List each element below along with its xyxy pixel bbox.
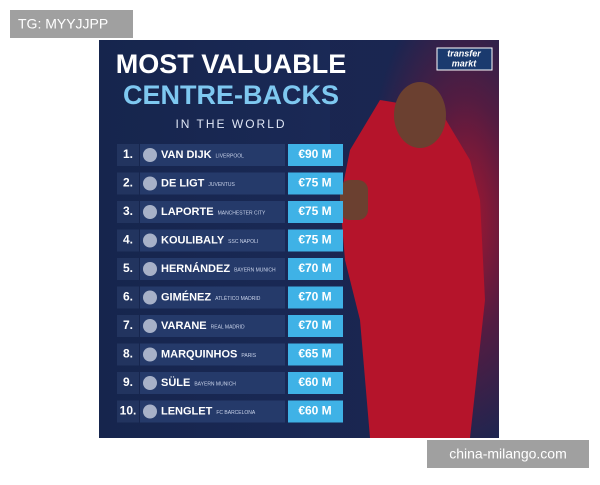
name-cell xyxy=(140,172,285,195)
rank-cell xyxy=(117,258,139,280)
rank-cell xyxy=(117,201,139,223)
rank: 9. xyxy=(123,375,133,389)
rank: 10. xyxy=(120,404,137,418)
rank: 7. xyxy=(123,318,133,332)
title: MOST VALUABLE xyxy=(116,49,347,79)
market-value: €75 M xyxy=(298,176,331,190)
rank-cell xyxy=(117,400,139,423)
rank-cell xyxy=(117,172,139,195)
market-value: €75 M xyxy=(298,233,331,247)
rank-cell xyxy=(117,343,139,366)
watermark: china-milango.com xyxy=(449,446,567,462)
rank-cell xyxy=(117,372,139,394)
value-cell xyxy=(288,400,343,423)
club-crest xyxy=(143,319,157,333)
name-cell xyxy=(140,286,285,309)
title: CENTRE-BACKS xyxy=(123,80,339,110)
club: MANCHESTER CITY xyxy=(218,210,266,216)
club-crest xyxy=(143,347,157,362)
player-fist xyxy=(340,180,368,220)
name-cell xyxy=(140,400,285,423)
watermark: TG: MYYJJPP xyxy=(18,16,108,32)
player-name: KOULIBALY xyxy=(161,234,225,246)
rank: 5. xyxy=(123,261,133,275)
value-cell xyxy=(288,144,343,166)
club-crest xyxy=(143,176,157,191)
value-cell xyxy=(288,229,343,252)
value-cell xyxy=(288,286,343,309)
name-cell xyxy=(140,144,285,166)
name-cell xyxy=(140,229,285,252)
value-cell xyxy=(288,372,343,394)
market-value: €65 M xyxy=(298,347,331,361)
infographic: MOST VALUABLE CENTRE-BACKS IN THE WORLD … xyxy=(99,40,499,438)
club-crest xyxy=(143,404,157,419)
market-value: €60 M xyxy=(298,404,331,418)
rank-cell xyxy=(117,144,139,166)
value-cell xyxy=(288,201,343,223)
market-value: €90 M xyxy=(298,147,331,161)
market-value: €70 M xyxy=(298,318,331,332)
player-head xyxy=(394,82,446,148)
player-name: LENGLET xyxy=(161,405,213,417)
watermark-box xyxy=(10,10,133,38)
player-name: MARQUINHOS xyxy=(161,348,237,360)
market-value: €70 M xyxy=(298,290,331,304)
market-value: €75 M xyxy=(298,204,331,218)
club-crest xyxy=(143,376,157,390)
rank: 2. xyxy=(123,176,133,190)
player-name: DE LIGT xyxy=(161,177,205,189)
rank: 3. xyxy=(123,204,133,218)
name-cell xyxy=(140,201,285,223)
value-cell xyxy=(288,343,343,366)
club: PARIS xyxy=(241,353,256,359)
name-cell xyxy=(140,372,285,394)
logo xyxy=(436,47,493,71)
club: FC BARCELONA xyxy=(216,410,256,416)
club-crest xyxy=(143,148,157,162)
player-name: GIMÉNEZ xyxy=(161,290,211,303)
player-name: HERNÁNDEZ xyxy=(161,262,230,275)
rank-cell xyxy=(117,315,139,337)
market-value: €70 M xyxy=(298,261,331,275)
club: JUVENTUS xyxy=(208,182,235,188)
club: BAYERN MUNICH xyxy=(194,381,236,387)
value-cell xyxy=(288,258,343,280)
club-crest xyxy=(143,262,157,276)
club: REAL MADRID xyxy=(211,324,245,330)
club: BAYERN MUNICH xyxy=(234,267,276,273)
club-crest xyxy=(143,205,157,219)
watermark-box xyxy=(427,440,589,468)
club: LIVERPOOL xyxy=(216,153,245,159)
value-cell xyxy=(288,172,343,195)
club: ATLÉTICO MADRID xyxy=(215,295,261,302)
rank: 8. xyxy=(123,347,133,361)
rank: 4. xyxy=(123,233,133,247)
club-crest xyxy=(143,233,157,248)
rank: 6. xyxy=(123,290,133,304)
player-shirt xyxy=(340,100,485,438)
club: SSC NAPOLI xyxy=(228,239,258,245)
player-name: VAN DIJK xyxy=(161,149,212,161)
logo-text: markt xyxy=(452,58,478,68)
rank-cell xyxy=(117,229,139,252)
rank-cell xyxy=(117,286,139,309)
value-cell xyxy=(288,315,343,337)
name-cell xyxy=(140,258,285,280)
rank: 1. xyxy=(123,147,133,161)
subtitle: IN THE WORLD xyxy=(175,117,286,131)
player-name: LAPORTE xyxy=(161,206,214,218)
logo-text: transfer xyxy=(447,48,481,58)
name-cell xyxy=(140,315,285,337)
player-name: SÜLE xyxy=(161,376,190,389)
club-crest xyxy=(143,290,157,305)
name-cell xyxy=(140,343,285,366)
player-name: VARANE xyxy=(161,320,207,332)
ranking-table: 1. VAN DIJK LIVERPOOL €90 M 2. DE LIGT JUVENTU… xyxy=(117,144,343,423)
market-value: €60 M xyxy=(298,375,331,389)
